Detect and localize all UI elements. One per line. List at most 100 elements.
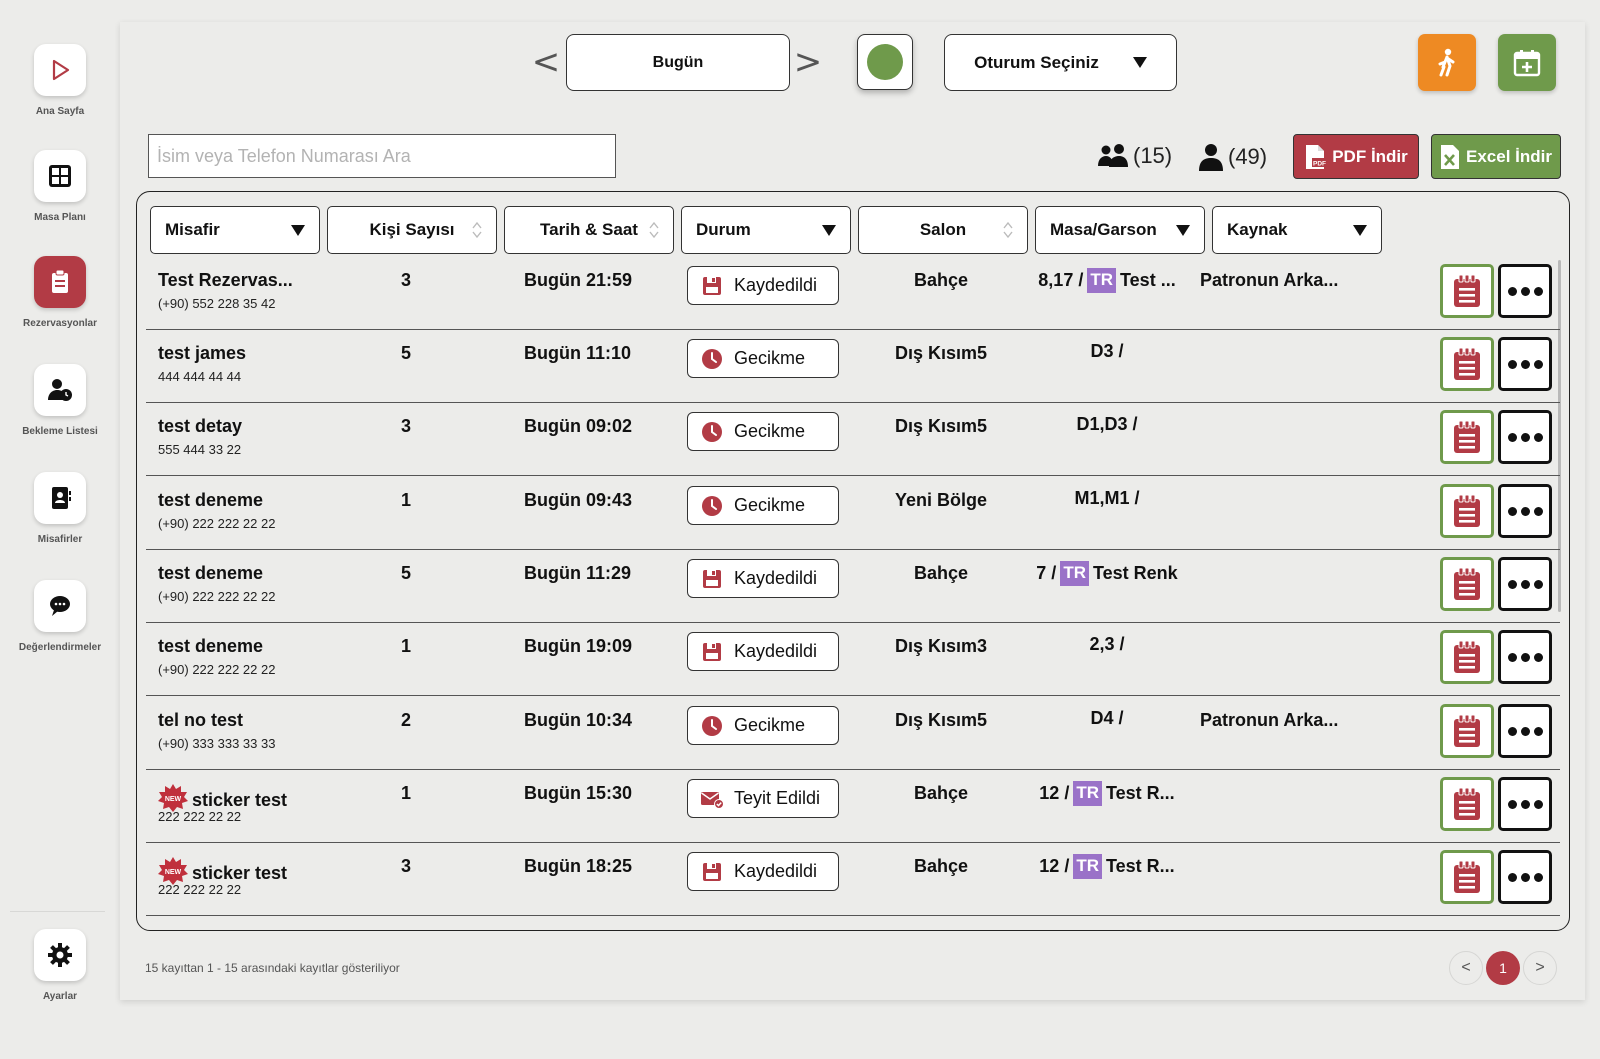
reservation-datetime: Bugün 11:29 xyxy=(524,563,632,583)
table-numbers: D1,D3 / xyxy=(1076,414,1138,434)
date-selector[interactable]: Bugün xyxy=(566,34,790,91)
notes-button[interactable] xyxy=(1440,704,1494,758)
sidebar-item-waiting-list[interactable]: Bekleme Listesi xyxy=(0,364,120,437)
more-options-button[interactable] xyxy=(1498,630,1552,684)
prev-page-button[interactable]: < xyxy=(1449,951,1483,985)
reservation-datetime: Bugün 15:30 xyxy=(524,783,633,803)
sort-icon xyxy=(649,221,659,239)
walk-in-button[interactable] xyxy=(1418,34,1476,91)
notepad-icon xyxy=(1451,639,1483,675)
table-row[interactable]: test detay 555 444 33 22 3 Bugün 09:02 Gecik… xyxy=(146,402,1560,476)
table-row[interactable]: Test Rezervas... (+90) 552 228 35 42 3 Bugü… xyxy=(146,256,1560,330)
sidebar-item-home[interactable]: Ana Sayfa xyxy=(0,44,120,117)
more-options-button[interactable] xyxy=(1498,410,1552,464)
new-sticker-icon: NEW xyxy=(158,856,188,891)
header-table-waiter[interactable]: Masa/Garson xyxy=(1035,206,1205,254)
clock-icon xyxy=(700,347,724,371)
next-page-button[interactable]: > xyxy=(1523,951,1557,985)
notes-button[interactable] xyxy=(1440,557,1494,611)
add-reservation-button[interactable] xyxy=(1498,34,1556,91)
table-row[interactable]: test deneme (+90) 222 222 22 22 1 Bugün 09:… xyxy=(146,476,1560,550)
header-people[interactable]: Kişi Sayısı xyxy=(327,206,497,254)
notes-button[interactable] xyxy=(1440,337,1494,391)
table-row[interactable]: tel no test (+90) 333 333 33 33 2 Bugün 10:… xyxy=(146,696,1560,770)
status-toggle-button[interactable] xyxy=(857,34,913,90)
reservation-datetime: Bugün 18:25 xyxy=(524,856,633,876)
header-label: Durum xyxy=(696,220,751,239)
sidebar-item-label: Masa Planı xyxy=(34,212,86,223)
scrollbar[interactable] xyxy=(1558,260,1561,612)
dot xyxy=(1520,359,1530,369)
table-row[interactable]: test deneme (+90) 222 222 22 22 1 Bugün 19:… xyxy=(146,622,1560,696)
notes-button[interactable] xyxy=(1440,410,1494,464)
table-row[interactable]: test deneme (+90) 222 222 22 22 5 Bugün 11:… xyxy=(146,549,1560,623)
status-badge[interactable]: Gecikme xyxy=(687,412,839,451)
dropdown-triangle-icon xyxy=(1132,57,1147,68)
more-options-button[interactable] xyxy=(1498,264,1552,318)
header-salon[interactable]: Salon xyxy=(858,206,1028,254)
sidebar-item-reviews[interactable]: Değerlendirmeler xyxy=(0,580,120,653)
waiter-badge: TR xyxy=(1073,854,1102,879)
sidebar-item-reservations[interactable]: Rezervasyonlar xyxy=(0,256,120,329)
clock-icon xyxy=(700,420,724,444)
header-guest[interactable]: Misafir xyxy=(150,206,320,254)
sidebar-item-table-plan[interactable]: Masa Planı xyxy=(0,150,120,223)
chevron-right-icon: > xyxy=(1535,959,1545,976)
status-label: Kaydedildi xyxy=(734,641,818,661)
search-input[interactable] xyxy=(148,134,616,178)
more-options-button[interactable] xyxy=(1498,777,1552,831)
sidebar-item-settings[interactable]: Ayarlar xyxy=(0,929,120,1002)
header-datetime[interactable]: Tarih & Saat xyxy=(504,206,674,254)
guest-phone: 222 222 22 22 xyxy=(158,809,242,824)
table-waiter: 7 /TR Test Renk xyxy=(1024,561,1190,586)
dot xyxy=(1507,432,1517,442)
guest-name-text: sticker test xyxy=(192,863,288,883)
salon-name: Dış Kısım5 xyxy=(894,416,988,436)
notes-button[interactable] xyxy=(1440,264,1494,318)
guest-name-text: sticker test xyxy=(192,790,288,810)
guest-name-text: Test Rezervas... xyxy=(158,270,293,290)
more-options-button[interactable] xyxy=(1498,337,1552,391)
status-badge[interactable]: Gecikme xyxy=(687,486,839,525)
sidebar-item-label: Bekleme Listesi xyxy=(22,426,98,437)
salon-name: Bahçe xyxy=(913,563,969,583)
notes-button[interactable] xyxy=(1440,630,1494,684)
more-options-button[interactable] xyxy=(1498,704,1552,758)
status-badge[interactable]: Teyit Edildi xyxy=(687,779,839,818)
header-source[interactable]: Kaynak xyxy=(1212,206,1382,254)
guest-name: test detay xyxy=(158,416,242,437)
more-options-button[interactable] xyxy=(1498,850,1552,904)
sidebar-item-guests[interactable]: Misafirler xyxy=(0,472,120,545)
status-badge[interactable]: Kaydedildi xyxy=(687,852,839,891)
status-badge[interactable]: Gecikme xyxy=(687,706,839,745)
notes-button[interactable] xyxy=(1440,777,1494,831)
header-status[interactable]: Durum xyxy=(681,206,851,254)
dot xyxy=(1520,799,1530,809)
more-options-button[interactable] xyxy=(1498,484,1552,538)
status-badge[interactable]: Kaydedildi xyxy=(687,632,839,671)
waiter-name: Test R... xyxy=(1106,782,1175,803)
reservation-datetime: Bugün 19:09 xyxy=(524,636,633,656)
excel-label: Excel İndir xyxy=(1466,146,1552,166)
session-select[interactable]: Oturum Seçiniz xyxy=(944,34,1177,91)
table-row[interactable]: test james 444 444 44 44 5 Bugün 11:10 Gecik… xyxy=(146,329,1560,403)
status-badge[interactable]: Kaydedildi xyxy=(687,559,839,598)
more-options-button[interactable] xyxy=(1498,557,1552,611)
page-1-button[interactable]: 1 xyxy=(1486,951,1520,985)
status-badge[interactable]: Gecikme xyxy=(687,339,839,378)
prev-day-button[interactable]: < xyxy=(531,34,561,90)
dot xyxy=(1520,872,1530,882)
filter-icon xyxy=(1353,225,1367,236)
next-day-button[interactable]: > xyxy=(793,34,823,90)
save-icon xyxy=(700,567,724,591)
table-row[interactable]: NEW sticker test 222 222 22 22 3 Bugün 18:25… xyxy=(146,842,1560,916)
person-count: (49) xyxy=(1198,142,1267,172)
people-count: 5 xyxy=(401,563,412,583)
table-row[interactable]: NEW sticker test 222 222 22 22 1 Bugün 15:30… xyxy=(146,769,1560,843)
status-badge[interactable]: Kaydedildi xyxy=(687,266,839,305)
pdf-download-button[interactable]: PDF PDF İndir xyxy=(1293,134,1419,179)
waiter-badge: TR xyxy=(1087,268,1117,293)
excel-download-button[interactable]: Excel İndir xyxy=(1431,134,1561,179)
notes-button[interactable] xyxy=(1440,484,1494,538)
notes-button[interactable] xyxy=(1440,850,1494,904)
